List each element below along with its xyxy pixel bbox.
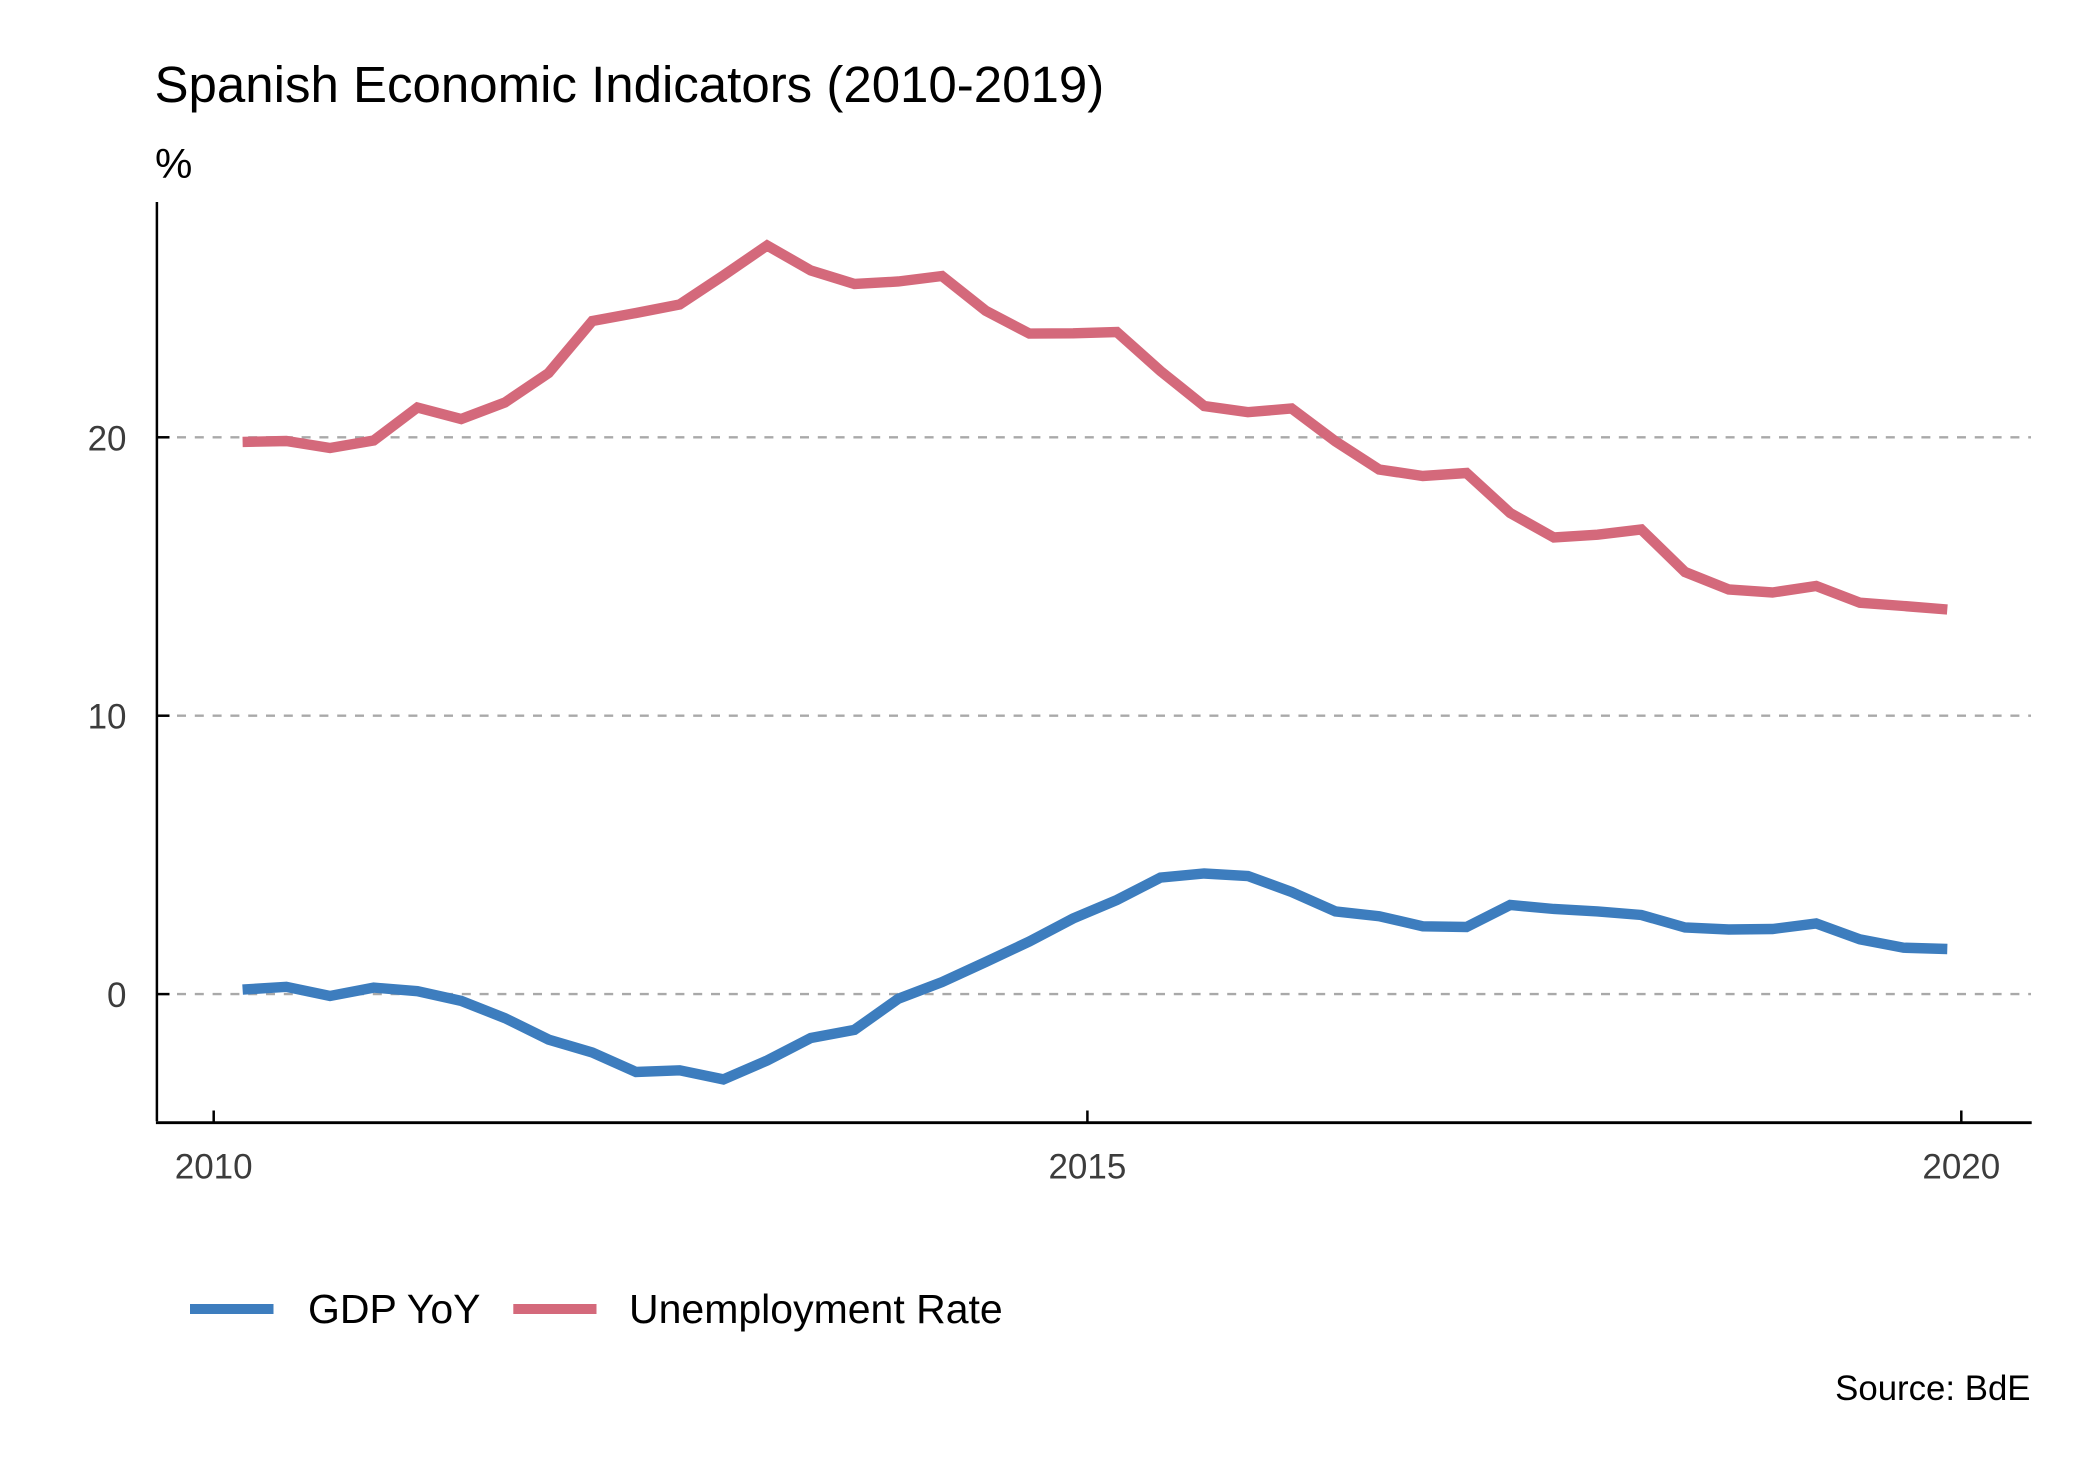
svg-text:10: 10 bbox=[88, 698, 127, 737]
svg-text:Unemployment Rate: Unemployment Rate bbox=[629, 1286, 1003, 1332]
svg-text:2020: 2020 bbox=[1922, 1148, 2000, 1187]
svg-text:Source: BdE: Source: BdE bbox=[1835, 1369, 2030, 1408]
svg-text:2015: 2015 bbox=[1048, 1148, 1126, 1187]
svg-text:GDP YoY: GDP YoY bbox=[308, 1286, 481, 1332]
svg-text:20: 20 bbox=[88, 419, 127, 458]
svg-text:Spanish Economic Indicators (2: Spanish Economic Indicators (2010-2019) bbox=[155, 56, 1105, 113]
svg-text:%: % bbox=[155, 140, 192, 187]
svg-text:2010: 2010 bbox=[175, 1148, 253, 1187]
svg-text:0: 0 bbox=[107, 976, 126, 1015]
